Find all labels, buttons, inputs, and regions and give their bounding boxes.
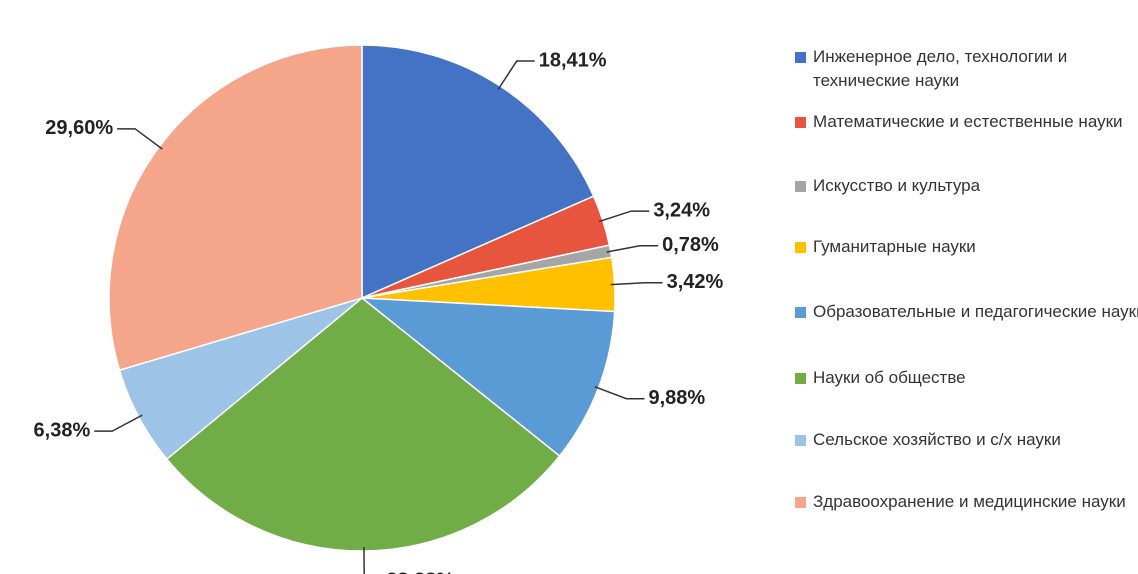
- leader-line: [363, 546, 365, 574]
- legend-item: Математические и естественные науки: [795, 110, 1138, 134]
- legend-label: Искусство и культура: [813, 176, 981, 195]
- leader-line: [610, 282, 663, 286]
- legend-item: Здравоохранение и медицинские науки: [795, 490, 1138, 514]
- legend-swatch: [795, 307, 806, 318]
- legend-swatch: [795, 435, 806, 446]
- leader-line: [117, 128, 163, 150]
- legend-label: Науки об обществе: [813, 368, 966, 387]
- legend-item: Гуманитарные науки: [795, 235, 1138, 259]
- legend-label: Инженерное дело, технологии и технически…: [813, 47, 1068, 90]
- data-label: 18,41%: [539, 49, 607, 71]
- legend-swatch: [795, 373, 806, 384]
- data-label: 28,28%: [386, 569, 454, 574]
- legend-item: Инженерное дело, технологии и технически…: [795, 45, 1138, 93]
- legend-swatch: [795, 181, 806, 192]
- data-label: 3,42%: [667, 271, 724, 293]
- legend-swatch: [795, 497, 806, 508]
- leader-line: [606, 244, 659, 253]
- legend-item: Искусство и культура: [795, 174, 1138, 198]
- legend-item: Сельское хозяйство и с/х науки: [795, 428, 1138, 452]
- data-label: 3,24%: [653, 199, 710, 221]
- legend-label: Математические и естественные науки: [813, 112, 1123, 131]
- legend-item: Образовательные и педагогические науки: [795, 300, 1138, 324]
- data-label: 6,38%: [34, 419, 91, 441]
- data-label: 0,78%: [662, 234, 719, 256]
- legend-label: Здравоохранение и медицинские науки: [813, 492, 1126, 511]
- legend-swatch: [795, 242, 806, 253]
- legend-label: Образовательные и педагогические науки: [813, 302, 1138, 321]
- legend-swatch: [795, 117, 806, 128]
- leader-line: [594, 385, 645, 400]
- leader-line: [497, 60, 535, 90]
- leader-line: [598, 210, 650, 223]
- legend-label: Сельское хозяйство и с/х науки: [813, 430, 1061, 449]
- pie-area: 18,41% 3,24% 0,78% 3,42% 9,88% 28,28% 6,38% 29,…: [34, 44, 724, 574]
- leader-line: [94, 414, 143, 432]
- data-label: 29,60%: [45, 117, 113, 139]
- legend-swatch: [795, 52, 806, 63]
- legend-label: Гуманитарные науки: [813, 237, 976, 256]
- legend-item: Науки об обществе: [795, 366, 1138, 390]
- data-label: 9,88%: [648, 387, 705, 409]
